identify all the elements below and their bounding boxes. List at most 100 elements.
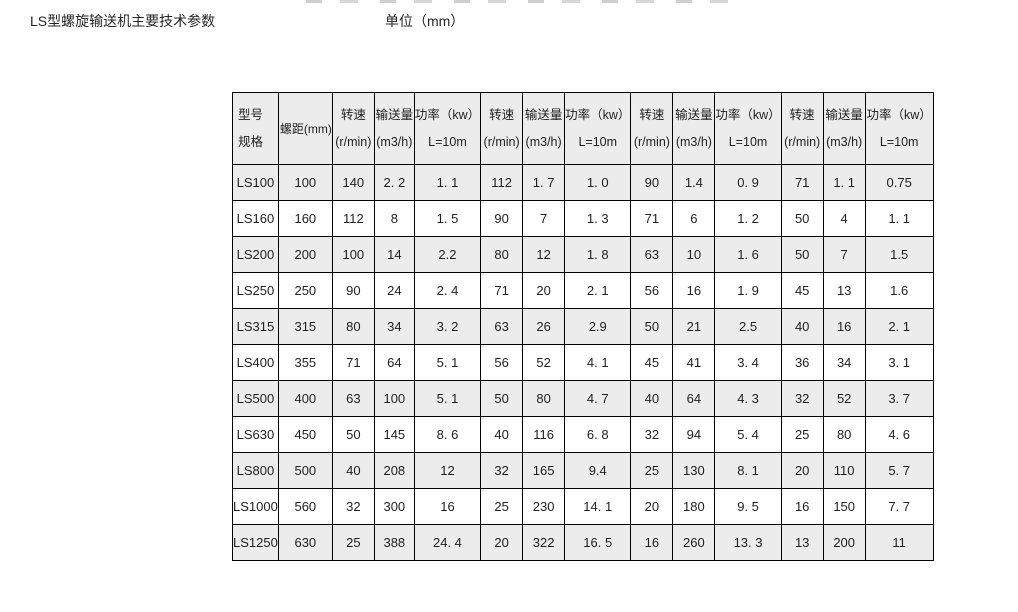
cell-value: 12 <box>413 452 482 489</box>
cell-value: 4 <box>822 200 866 237</box>
cell-value: 24. 4 <box>413 524 482 561</box>
cell-value: 7 <box>522 200 566 237</box>
cell-value: 9.4 <box>564 452 632 489</box>
cell-value: 63 <box>630 236 674 273</box>
cell-value: 56 <box>480 344 524 381</box>
cell-value: 36 <box>780 344 824 381</box>
cell-model: LS800 <box>232 452 279 489</box>
cell-value: 112 <box>331 200 375 237</box>
cell-value: 3. 7 <box>864 380 934 417</box>
cell-value: 16. 5 <box>564 524 632 561</box>
cell-value: 32 <box>480 452 524 489</box>
cell-value: 13 <box>780 524 824 561</box>
cell-value: 16 <box>413 488 482 525</box>
cell-value: 52 <box>522 344 566 381</box>
cell-value: 20 <box>780 452 824 489</box>
cell-value: 8. 6 <box>413 416 482 453</box>
cell-value: 34 <box>822 344 866 381</box>
cropped-heading-fragment <box>306 0 750 3</box>
cell-value: 90 <box>480 200 524 237</box>
cell-value: 32 <box>630 416 674 453</box>
table-row: LS250 250 90 24 2. 4 71 20 2. 1 56 16 1. 9 45 13 1.6 <box>232 272 934 309</box>
header-speed-1: 转速 (r/min) <box>331 92 375 165</box>
table-row: LS1000 560 32 300 16 25 230 14. 1 20 180 9. 5 16 150… <box>232 488 934 525</box>
cell-value: 94 <box>672 416 716 453</box>
cell-value: 16 <box>780 488 824 525</box>
cell-value: 110 <box>822 452 866 489</box>
cell-value: 6 <box>672 200 716 237</box>
cell-value: 560 <box>277 488 333 525</box>
cell-value: 1. 8 <box>564 236 632 273</box>
cell-value: 1.4 <box>672 164 716 201</box>
cell-value: 34 <box>373 308 415 345</box>
header-speed-2: 转速 (r/min) <box>480 92 524 165</box>
header-speed-3: 转速 (r/min) <box>630 92 674 165</box>
cell-value: 1. 6 <box>714 236 782 273</box>
cell-value: 5. 1 <box>413 344 482 381</box>
cell-value: 2. 2 <box>373 164 415 201</box>
cell-value: 3. 4 <box>714 344 782 381</box>
cell-value: 50 <box>780 236 824 273</box>
header-power-2: 功率（kw） L=10m <box>564 92 632 165</box>
cell-value: 64 <box>672 380 716 417</box>
cell-model: LS100 <box>232 164 279 201</box>
cell-model: LS250 <box>232 272 279 309</box>
cell-model: LS160 <box>232 200 279 237</box>
cell-value: 208 <box>373 452 415 489</box>
cell-value: 13 <box>822 272 866 309</box>
cell-value: 52 <box>822 380 866 417</box>
cell-value: 180 <box>672 488 716 525</box>
cell-value: 230 <box>522 488 566 525</box>
cell-value: 1.6 <box>864 272 934 309</box>
cell-value: 1. 1 <box>413 164 482 201</box>
cell-value: 16 <box>822 308 866 345</box>
cell-value: 388 <box>373 524 415 561</box>
cell-value: 56 <box>630 272 674 309</box>
cell-model: LS1000 <box>232 488 279 525</box>
cell-value: 71 <box>480 272 524 309</box>
cell-value: 200 <box>822 524 866 561</box>
cell-value: 80 <box>522 380 566 417</box>
cell-value: 7 <box>822 236 866 273</box>
cell-value: 40 <box>331 452 375 489</box>
cell-value: 1. 7 <box>522 164 566 201</box>
cell-value: 9. 5 <box>714 488 782 525</box>
cell-value: 1. 0 <box>564 164 632 201</box>
cell-value: 2. 1 <box>564 272 632 309</box>
spec-table: 型号 规格 螺距(mm) 转速 (r/min) 输送量 (m3/h) 功率（kw） L=10m 转… <box>232 92 934 561</box>
cell-value: 0.75 <box>864 164 934 201</box>
cell-value: 40 <box>480 416 524 453</box>
cell-value: 14. 1 <box>564 488 632 525</box>
cell-value: 260 <box>672 524 716 561</box>
cell-value: 315 <box>277 308 333 345</box>
header-pitch: 螺距(mm) <box>277 92 333 165</box>
cell-value: 150 <box>822 488 866 525</box>
cell-value: 16 <box>672 272 716 309</box>
cell-value: 4. 1 <box>564 344 632 381</box>
cell-value: 10 <box>672 236 716 273</box>
cell-value: 25 <box>630 452 674 489</box>
cell-model: LS315 <box>232 308 279 345</box>
page-title: LS型螺旋输送机主要技术参数 <box>30 13 216 29</box>
cell-value: 8. 1 <box>714 452 782 489</box>
cell-value: 45 <box>630 344 674 381</box>
cell-value: 3. 1 <box>864 344 934 381</box>
cell-value: 1. 1 <box>864 200 934 237</box>
unit-label: 单位（mm） <box>385 13 465 29</box>
cell-value: 24 <box>373 272 415 309</box>
cell-value: 50 <box>780 200 824 237</box>
cell-value: 1. 9 <box>714 272 782 309</box>
cell-value: 45 <box>780 272 824 309</box>
cell-value: 25 <box>331 524 375 561</box>
cell-value: 100 <box>277 164 333 201</box>
cell-value: 5. 7 <box>864 452 934 489</box>
cell-value: 71 <box>331 344 375 381</box>
cell-value: 80 <box>822 416 866 453</box>
table-row: LS630 450 50 145 8. 6 40 116 6. 8 32 94 5. 4 25 80 4.… <box>232 416 934 453</box>
header-row: 型号 规格 螺距(mm) 转速 (r/min) 输送量 (m3/h) 功率（kw） L=10m 转… <box>232 92 934 165</box>
cell-value: 1. 2 <box>714 200 782 237</box>
cell-model: LS200 <box>232 236 279 273</box>
cell-value: 322 <box>522 524 566 561</box>
